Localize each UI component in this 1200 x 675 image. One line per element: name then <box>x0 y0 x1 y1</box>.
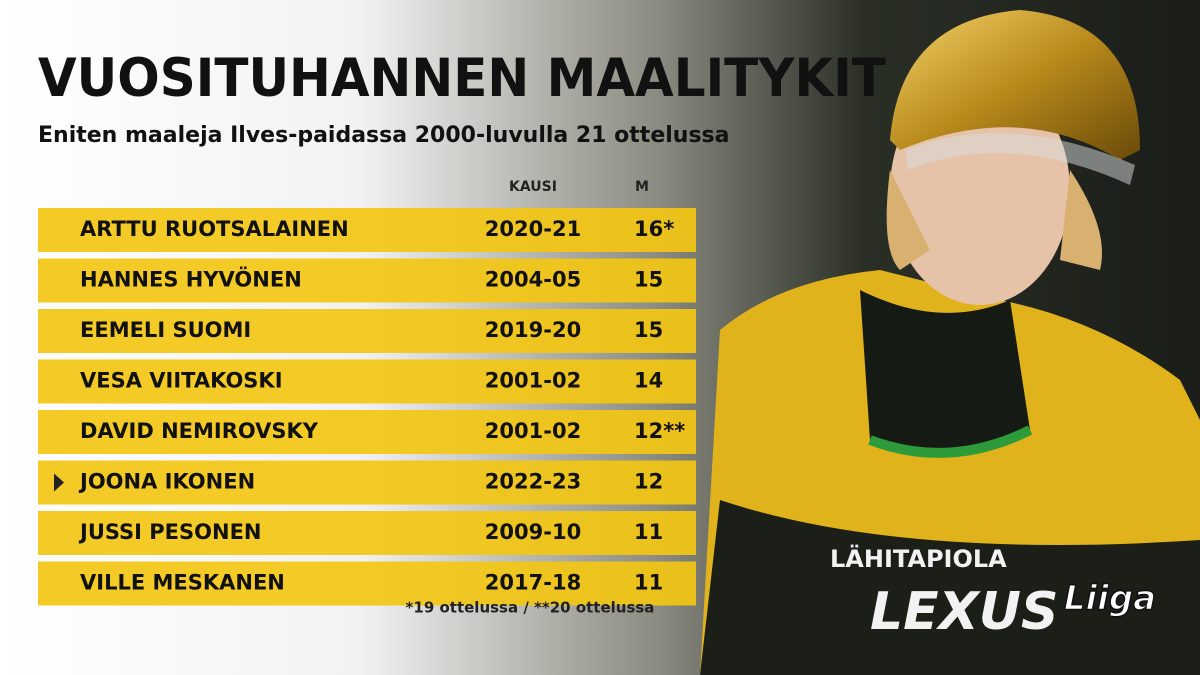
goals: 12 <box>634 470 663 494</box>
season: 2017-18 <box>485 571 581 595</box>
title: VUOSITUHANNEN MAALITYKIT <box>38 48 886 109</box>
row-bar <box>38 258 696 303</box>
player-name: HANNES HYVÖNEN <box>80 267 302 292</box>
column-header: KAUSI <box>509 179 557 195</box>
player-name: VILLE MESKANEN <box>80 571 285 595</box>
goals: 15 <box>634 268 663 292</box>
player-photo: LEXUS LÄHITAPIOLA <box>700 10 1200 675</box>
row-bar <box>38 460 696 505</box>
season: 2019-20 <box>485 318 581 342</box>
row-bar <box>38 359 696 404</box>
row-bar <box>38 410 696 454</box>
goals: 15 <box>634 318 663 342</box>
season: 2020-21 <box>485 217 581 241</box>
svg-text:LÄHITAPIOLA: LÄHITAPIOLA <box>830 544 1007 573</box>
player-name: EEMELI SUOMI <box>80 318 251 342</box>
goals: 11 <box>634 520 663 544</box>
goals: 16* <box>634 217 674 241</box>
season: 2001-02 <box>485 419 581 443</box>
footnote: *19 ottelussa / **20 ottelussa <box>406 599 655 617</box>
row-marker <box>54 473 64 492</box>
goals: 11 <box>634 571 663 595</box>
season: 2009-10 <box>485 520 581 544</box>
svg-text:LEXUS: LEXUS <box>870 582 1058 642</box>
goals: 14 <box>634 369 663 393</box>
table: ARTTU RUOTSALAINEN 2020-21 16* HANNES HYVÖN… <box>38 208 696 606</box>
column-header: M <box>635 179 649 195</box>
player-name: ARTTU RUOTSALAINEN <box>80 217 349 241</box>
player-name: JUSSI PESONEN <box>78 520 262 544</box>
row-bar <box>38 309 696 353</box>
player-name: VESA VIITAKOSKI <box>80 369 283 393</box>
season: 2004-05 <box>485 268 581 292</box>
row-bar <box>38 208 696 252</box>
player-name: JOONA IKONEN <box>78 470 255 494</box>
season: 2001-02 <box>485 369 581 393</box>
player-name: DAVID NEMIROVSKY <box>80 419 319 443</box>
row-bar <box>38 511 696 555</box>
row-bar <box>38 561 696 606</box>
subtitle: Eniten maaleja Ilves-paidassa 2000-luvul… <box>38 123 730 148</box>
goals: 12** <box>634 419 685 443</box>
season: 2022-23 <box>485 470 581 494</box>
logo: Liiga <box>1064 579 1156 619</box>
